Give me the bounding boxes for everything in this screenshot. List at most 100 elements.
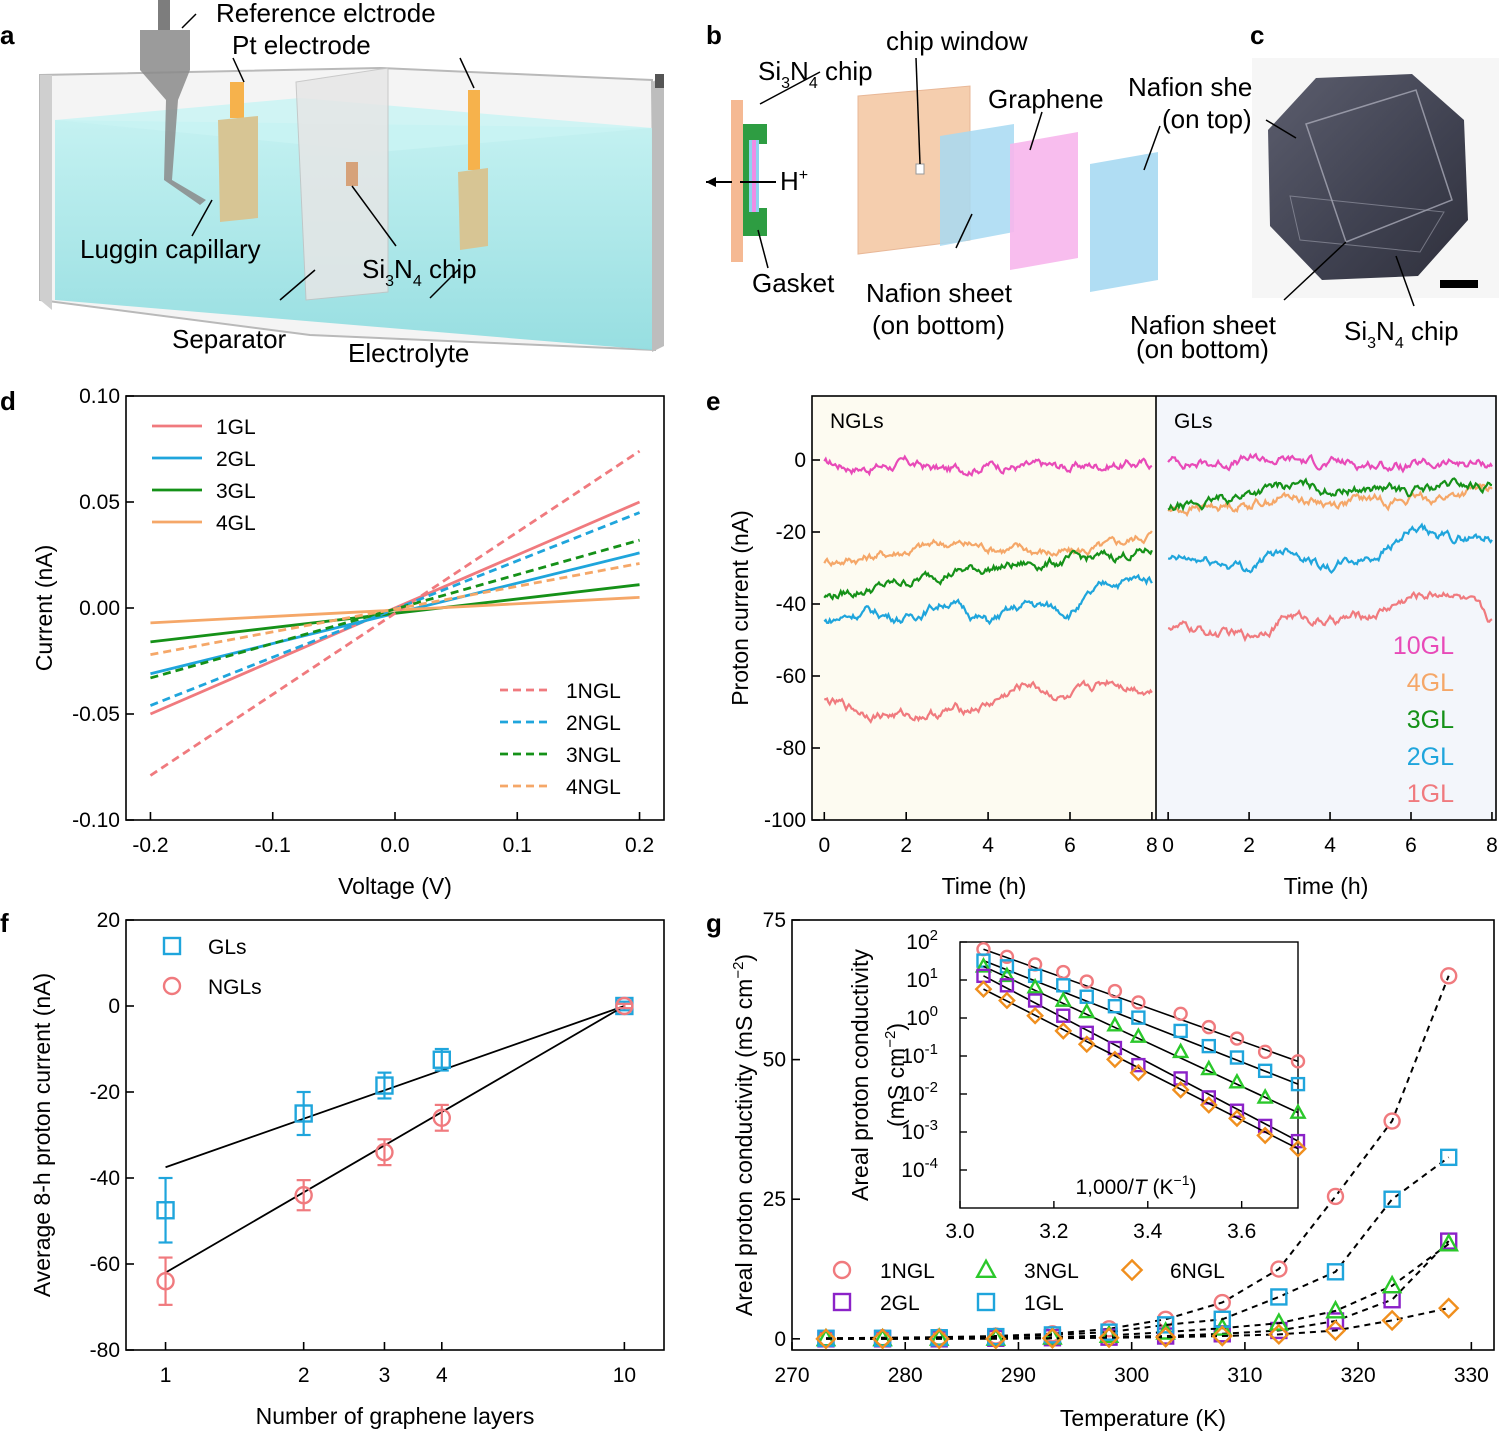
y-tick-label: 75 [763, 909, 786, 932]
inset-fit-1ngl [983, 948, 1299, 1063]
legend-marker-3ngl [975, 1258, 997, 1279]
inset-point-6ngl [1199, 1096, 1218, 1114]
si3n4-chip-label-b: Si3N4 chip [758, 56, 873, 92]
x-axis-label: Voltage (V) [338, 873, 452, 899]
point-gls [156, 1201, 175, 1220]
panel-e-letter: e [706, 386, 720, 416]
legend-label-3ngl: 3NGL [566, 744, 621, 767]
point-1gl [1270, 1288, 1288, 1306]
electrolyte-label: Electrolyte [348, 338, 469, 368]
trace-1ngl-0 [824, 678, 1153, 724]
legend-label-gls: GLs [208, 936, 247, 959]
legend-marker-2gl [832, 1292, 852, 1312]
y-tick-label: 0.05 [79, 491, 120, 514]
panel-b: b Si3N4 chip chip window H+ Graphe [706, 20, 1275, 340]
y-tick-label: -0.10 [72, 809, 120, 832]
point-ngls [432, 1108, 451, 1128]
inset-y-tick-base: 10 [901, 1045, 924, 1068]
x-tick-label: 2 [298, 1364, 310, 1387]
inset-point-2gl [1173, 1071, 1188, 1086]
inset-point-3ngl [1106, 1015, 1124, 1032]
legend-label-3gl: 3GL [1407, 706, 1454, 734]
plot-e: NGLs 0 2 4 6 8 Time (h) GLs 0 2 4 6 8 Time (h) 0 -20 -40… [727, 395, 1498, 899]
y-tick-label: -80 [776, 737, 806, 760]
inset-point-1gl [1290, 1076, 1306, 1092]
inset-y-axis-label-2: (mS cm−2) [882, 1023, 909, 1127]
trace-10ngl-0 [823, 454, 1153, 478]
legend-label-2gl: 2GL [880, 1292, 920, 1315]
legend-label-1gl: 1GL [1407, 780, 1454, 808]
x-tick-label: 6 [1405, 834, 1417, 857]
x-tick-label: 270 [774, 1364, 809, 1387]
legend-label-3gl: 3GL [216, 480, 256, 503]
legend-label-4gl: 4GL [1407, 669, 1454, 697]
inset-y-label-main: (mS cm [883, 1048, 909, 1127]
legend-label-4ngl: 4NGL [566, 776, 621, 799]
nafion-bottom-label-b-1: Nafion sheet [866, 278, 1013, 308]
point-1gl [1100, 1323, 1118, 1341]
inset-y-tick-exp: -2 [925, 1079, 938, 1096]
x-tick-label: 8 [1146, 834, 1158, 857]
x-tick-label: 0 [818, 834, 830, 857]
inset-point-2gl [1079, 1025, 1094, 1041]
point-ngls [156, 1271, 175, 1291]
inset-point-2gl [1056, 1008, 1071, 1023]
inset-x-tick-label: 3.4 [1133, 1220, 1163, 1243]
si3n4-chip-label-c: Si3N4 chip [1344, 316, 1459, 352]
legend-marker-1gl [976, 1292, 996, 1312]
inset-point-2gl [1107, 1040, 1123, 1056]
inset-y-tick-base: 10 [901, 1121, 924, 1144]
inset-x-axis-label: 1,000/T (K−1) [1075, 1172, 1196, 1199]
inset-y-tick-label: 10-3 [901, 1117, 938, 1144]
inset-point-3ngl [1129, 1027, 1148, 1043]
fit-line-ngls [165, 1005, 625, 1274]
y-tick-label: 0.10 [79, 385, 120, 408]
nafion-bottom-label-c-1: Nafion sheet [1130, 310, 1277, 340]
point-1gl [1383, 1190, 1401, 1208]
inset-y-tick-exp: -4 [925, 1155, 938, 1172]
inset-point-1ngl [999, 949, 1015, 965]
nafion-bottom-label-b-2: (on bottom) [872, 310, 1005, 340]
point-gls [375, 1076, 394, 1095]
inset-point-3ngl [974, 956, 993, 973]
trace-10gl-1 [1167, 452, 1493, 474]
point-1gl [1326, 1263, 1345, 1281]
y-tick-label: -40 [776, 593, 806, 616]
inset-point-6ngl [974, 980, 993, 999]
y-tick-label: 0 [794, 449, 806, 472]
inset-point-6ngl [1129, 1063, 1148, 1082]
scale-bar [1440, 280, 1478, 288]
y-tick-label: -100 [764, 809, 806, 832]
inset-point-2gl [1290, 1133, 1306, 1149]
inset-point-6ngl [1106, 1050, 1124, 1069]
inset-fit-3ngl [983, 965, 1299, 1114]
inset-point-2gl [1027, 993, 1043, 1008]
inset-point-3ngl [1172, 1042, 1190, 1059]
inset-point-1ngl [1257, 1044, 1273, 1060]
x-tick-label: -0.2 [132, 834, 168, 857]
inset-x-tick-label: 3.2 [1039, 1220, 1068, 1243]
point-1gl [1440, 1148, 1458, 1167]
y-tick-label: 0 [774, 1328, 786, 1351]
point-gls [294, 1104, 313, 1123]
inset-point-6ngl [1077, 1035, 1096, 1054]
panel-c: c Nafion sheet (on bottom) Si3N4 chip [1130, 20, 1499, 364]
chip-window-label: chip window [886, 26, 1028, 56]
point-6ngl [985, 1328, 1007, 1350]
stack-illustration [706, 57, 1161, 292]
inset-point-1ngl [1079, 974, 1094, 989]
legend-label-1ngl: 1NGL [880, 1260, 935, 1283]
y-axis-label: Current (nA) [31, 545, 57, 672]
plot-e-frame [811, 395, 1497, 821]
panel-a-letter: a [0, 20, 15, 50]
panel-f: f 1 2 3 4 10 20 0 -20 -40 -60 -80 Number of graphen… [0, 908, 665, 1429]
inset-point-3ngl [998, 966, 1016, 983]
inset-x-label-sup: −1 [1174, 1172, 1190, 1188]
point-1ngl [1383, 1112, 1401, 1130]
legend-label-2ngl: 2NGL [566, 712, 621, 735]
y-tick-label: 0.00 [79, 597, 120, 620]
inset-point-2gl [999, 978, 1015, 993]
legend-label-3ngl: 3NGL [1024, 1260, 1079, 1283]
graphene-label: Graphene [988, 84, 1104, 114]
y-tick-label: -60 [90, 1253, 120, 1276]
